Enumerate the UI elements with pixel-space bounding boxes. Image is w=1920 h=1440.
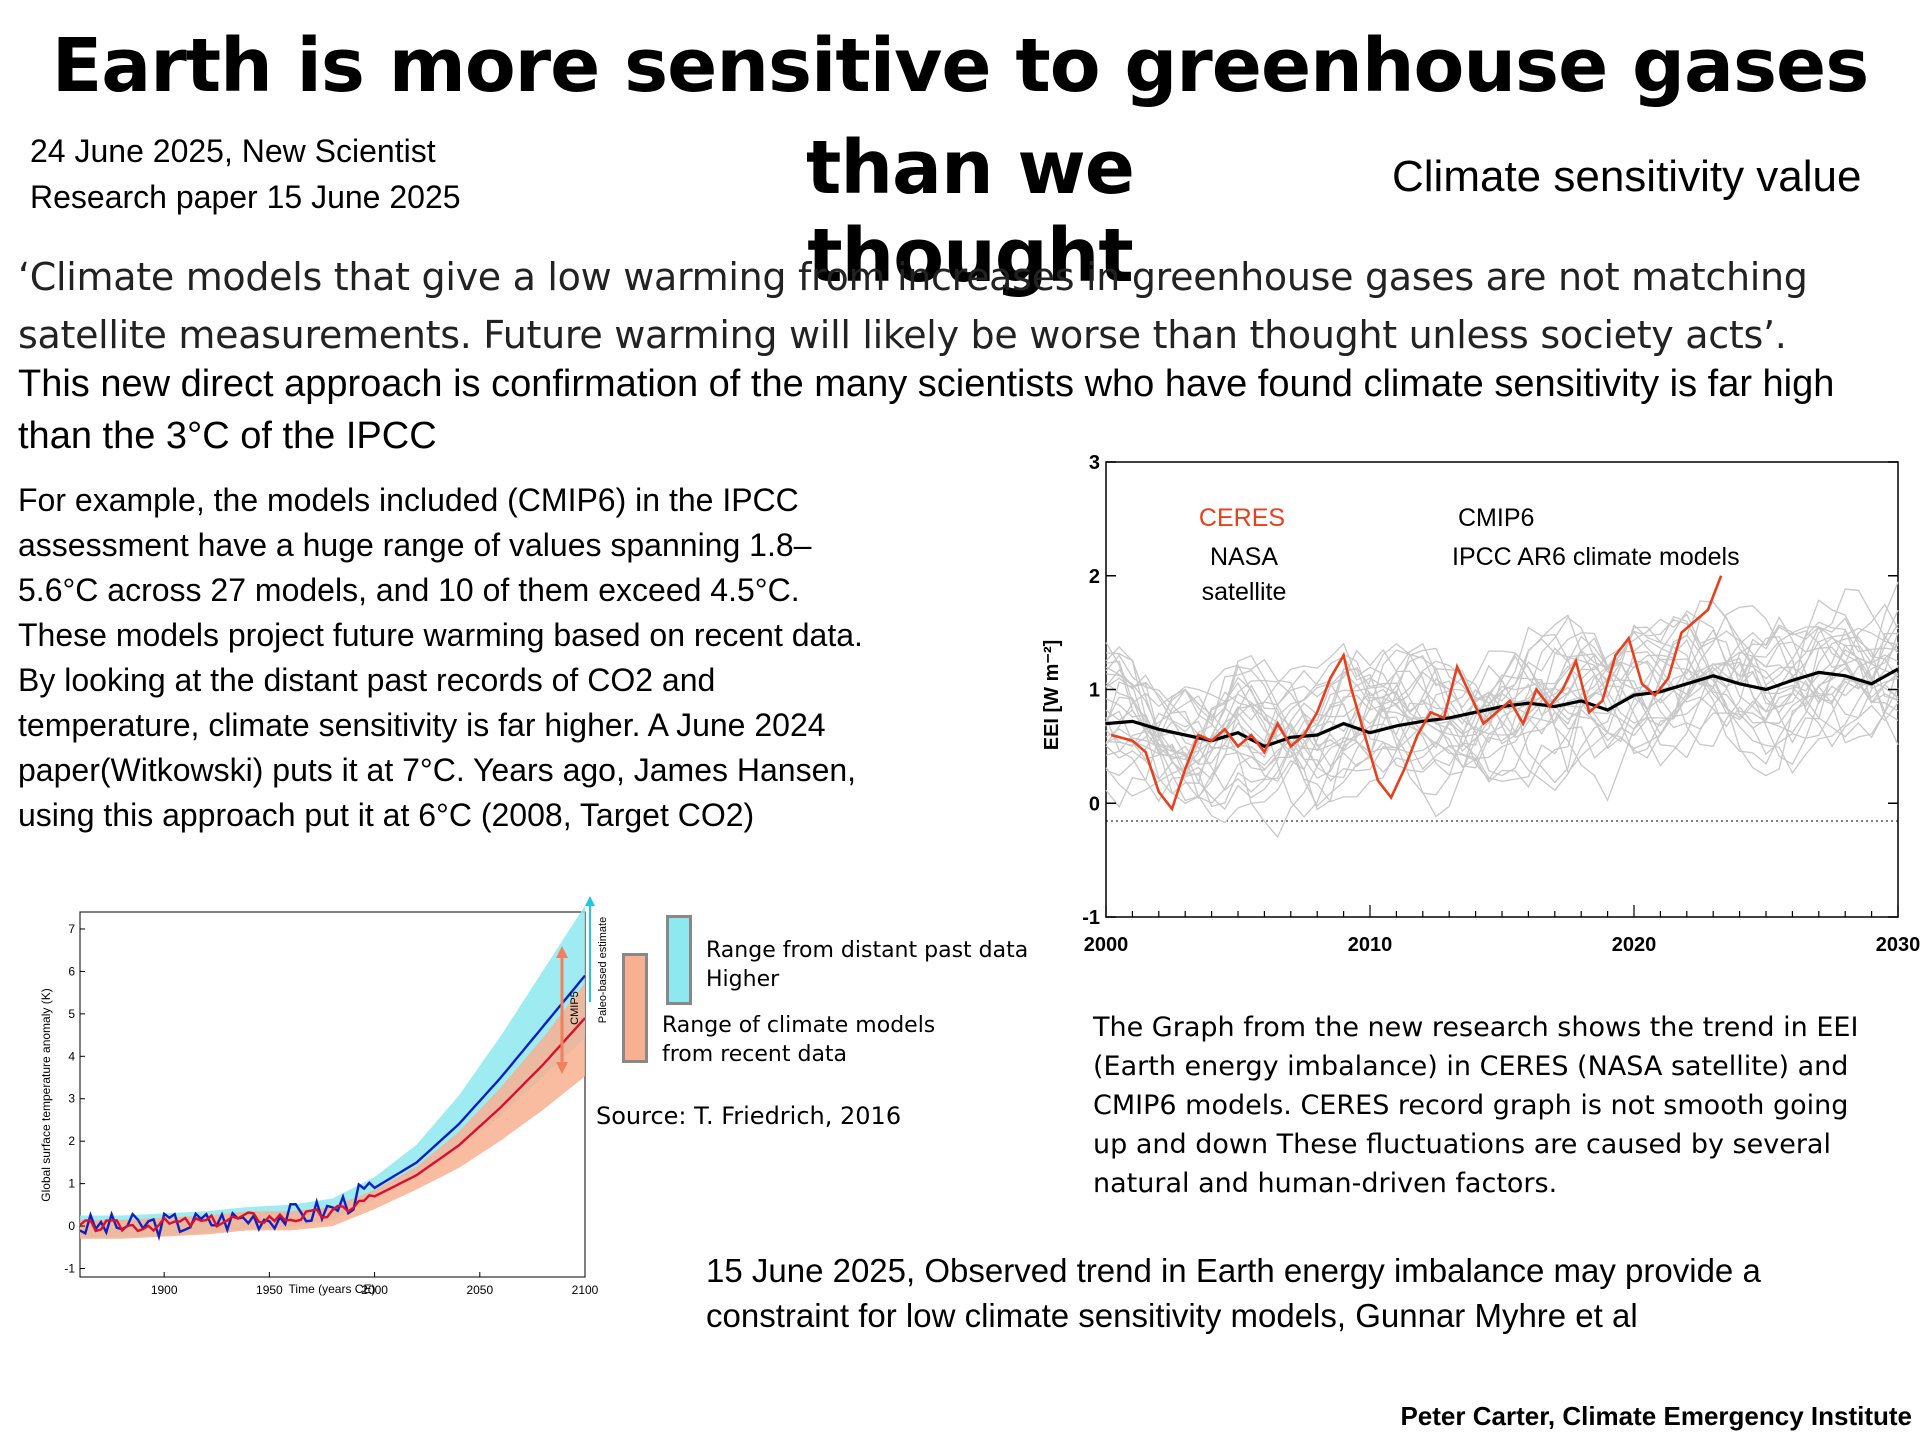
caption-line: (Earth energy imbalance) in CERES (NASA … xyxy=(1093,1051,1849,1082)
temp-y-tick-label: 3 xyxy=(68,1092,75,1106)
eei-y-tick-label: 2 xyxy=(1089,566,1100,588)
climate-sensitivity-label: Climate sensitivity value xyxy=(1392,152,1862,201)
cmip6-annotation: CMIP6 xyxy=(1458,504,1534,532)
source-line-paper: Research paper 15 June 2025 xyxy=(30,179,461,215)
eei-model-line xyxy=(1105,600,1899,795)
eei-x-tick-label: 2010 xyxy=(1348,934,1393,956)
ceres-annotation: CERES xyxy=(1199,504,1285,532)
paleo-arrow-up xyxy=(585,896,595,906)
temp-y-tick-label: 6 xyxy=(68,964,75,978)
ipcc-annotation: IPCC AR6 climate models xyxy=(1452,543,1740,571)
eei-y-axis-label: EEI [W m⁻²] xyxy=(1041,640,1063,751)
body-paragraph: For example, the models included (CMIP6)… xyxy=(18,478,1028,838)
eei-x-tick-label: 2030 xyxy=(1876,934,1920,956)
author-credit: Peter Carter, Climate Emergency Institut… xyxy=(1400,1401,1912,1431)
body-line: assessment have a huge range of values s… xyxy=(18,527,812,563)
temp-x-tick-label: 2100 xyxy=(572,1283,599,1297)
quote-text: ‘Climate models that give a low warming … xyxy=(18,255,1808,357)
eei-model-line xyxy=(1105,623,1899,748)
temperature-chart: -1 0 1 2 3 4 5 6 7 1900 1950 2000 2050 2100 Global su… xyxy=(39,896,609,1297)
caption-line: up and down These fluctuations are cause… xyxy=(1093,1129,1831,1160)
temp-chart-source: Source: T. Friedrich, 2016 xyxy=(596,1102,902,1130)
eei-model-line xyxy=(1105,667,1899,804)
source-dateline: 24 June 2025, New Scientist Research pap… xyxy=(30,128,461,220)
eei-model-line xyxy=(1105,581,1899,776)
eei-y-tick-label: -1 xyxy=(1082,907,1100,929)
temp-x-tick-label: 1900 xyxy=(151,1283,178,1297)
temp-y-tick-label: 5 xyxy=(68,1007,75,1021)
eei-y-tick-label: 3 xyxy=(1089,452,1100,474)
eei-y-tick-label: 0 xyxy=(1089,793,1100,815)
caption-line: natural and human-driven factors. xyxy=(1093,1168,1558,1199)
body-line: These models project future warming base… xyxy=(18,617,863,653)
eei-model-line xyxy=(1105,609,1899,811)
reference-citation: 15 June 2025, Observed trend in Earth en… xyxy=(706,1252,1761,1334)
body-line: For example, the models included (CMIP6)… xyxy=(18,482,799,518)
eei-model-line xyxy=(1105,651,1899,808)
confirmation-text: This new direct approach is confirmation… xyxy=(18,363,1835,457)
caption-line: CMIP6 models. CERES record graph is not … xyxy=(1093,1090,1849,1121)
body-line: using this approach put it at 6°C (2008,… xyxy=(18,797,755,833)
eei-chart: -1 0 1 2 3 2000 2010 2020 2030 EEI [W m⁻²] CERES… xyxy=(1041,452,1920,956)
temp-y-tick-label: 1 xyxy=(68,1177,75,1191)
legend-model-swatch xyxy=(622,953,648,1063)
temp-x-axis-label: Time (years CE) xyxy=(289,1282,376,1296)
paleo-label: Paleo-based estimate xyxy=(597,917,609,1023)
model-range-band xyxy=(80,983,585,1239)
eei-model-line xyxy=(1105,648,1899,772)
temp-y-tick-label: 2 xyxy=(68,1134,75,1148)
temp-y-tick-label: 7 xyxy=(68,922,75,936)
slide-title-line-1: Earth is more sensitive to greenhouse ga… xyxy=(51,23,1870,109)
body-line: By looking at the distant past records o… xyxy=(18,662,716,698)
source-line-news: 24 June 2025, New Scientist xyxy=(30,133,436,169)
temp-y-tick-label: 0 xyxy=(68,1219,75,1233)
temp-x-tick-label: 1950 xyxy=(256,1283,283,1297)
eei-y-tick-label: 1 xyxy=(1089,680,1100,702)
eei-model-line xyxy=(1105,636,1899,803)
temp-x-tick-label: 2000 xyxy=(361,1283,388,1297)
temp-x-tick-label: 2050 xyxy=(466,1283,493,1297)
body-line: temperature, climate sensitivity is far … xyxy=(18,707,826,743)
body-line: paper(Witkowski) puts it at 7°C. Years a… xyxy=(18,752,857,788)
slide-title-line-2: than we thought xyxy=(806,125,1135,299)
legend-model-label: Range of climate models from recent data xyxy=(662,1013,936,1067)
cmip5-label: CMIP5 xyxy=(569,991,581,1025)
eei-model-line xyxy=(1105,638,1899,824)
satellite-annotation: satellite xyxy=(1202,578,1287,606)
eei-x-tick-label: 2020 xyxy=(1612,934,1657,956)
eei-model-line xyxy=(1105,617,1899,745)
body-line: 5.6°C across 27 models, and 10 of them e… xyxy=(18,572,800,608)
nasa-annotation: NASA xyxy=(1210,543,1278,571)
cmip5-arrow-up xyxy=(556,946,568,958)
temp-y-tick-label: -1 xyxy=(64,1262,75,1276)
temp-y-axis-label: Global surface temperature anomaly (K) xyxy=(39,988,53,1201)
caption-line: The Graph from the new research shows th… xyxy=(1093,1012,1859,1043)
eei-x-tick-label: 2000 xyxy=(1084,934,1129,956)
legend-paleo-swatch xyxy=(666,915,692,1005)
eei-model-line xyxy=(1105,634,1899,839)
eei-model-line xyxy=(1105,613,1899,771)
legend-paleo-label: Range from distant past data Higher xyxy=(706,938,1029,992)
eei-model-line xyxy=(1105,615,1899,807)
model-mean-line xyxy=(79,1017,586,1233)
paleo-mean-line xyxy=(79,974,586,1242)
eei-caption: The Graph from the new research shows th… xyxy=(1093,1008,1913,1203)
eei-model-line xyxy=(1105,599,1899,779)
eei-ceres-line xyxy=(1110,575,1723,812)
cmip5-arrow-down xyxy=(556,1062,568,1074)
paleo-range-band xyxy=(80,905,585,1238)
temp-y-tick-label: 4 xyxy=(68,1049,75,1063)
